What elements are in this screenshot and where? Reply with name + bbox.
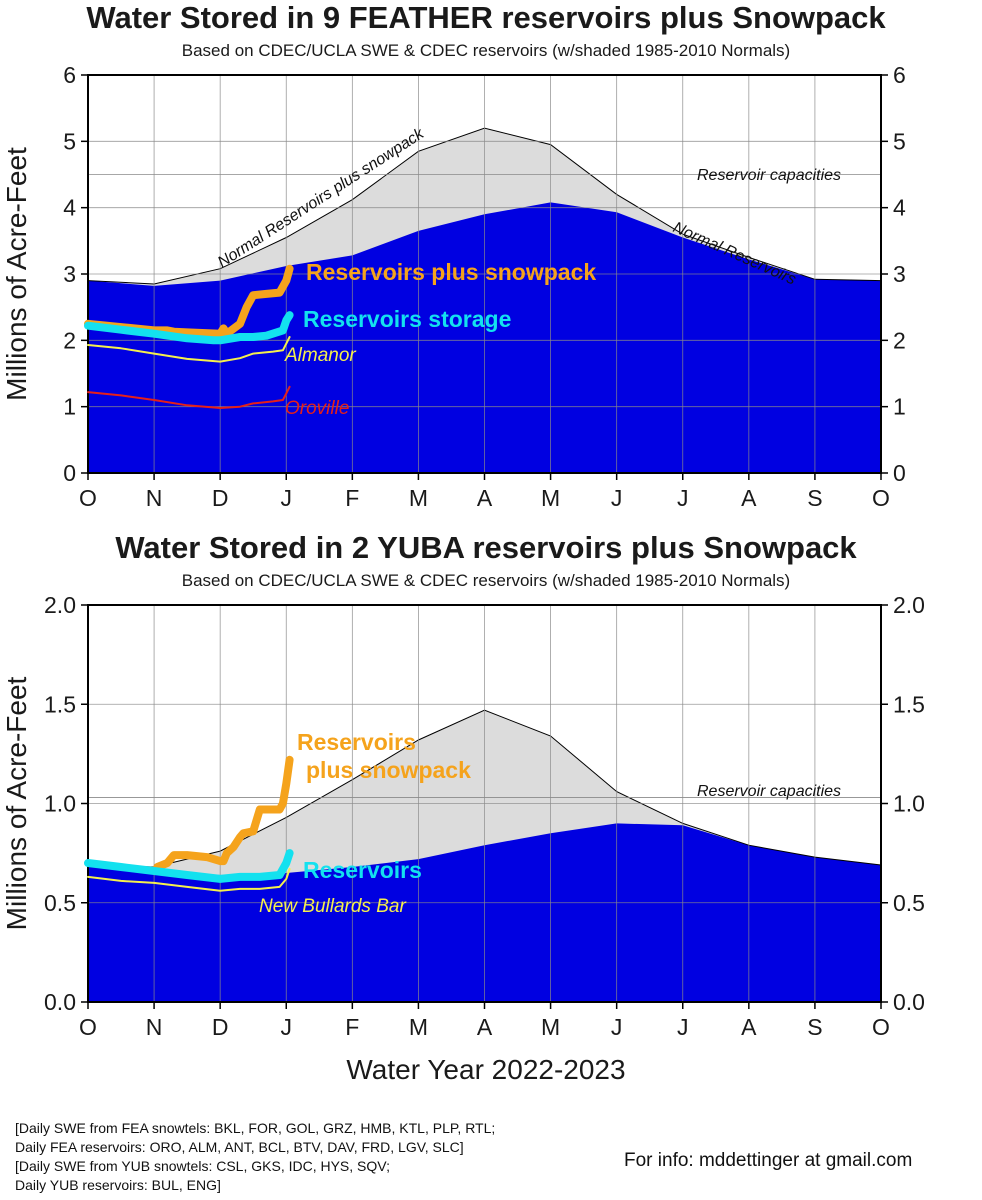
y-tick-label-right: 0.0 — [893, 989, 925, 1015]
y-tick-label-left: 2.0 — [44, 592, 76, 618]
footer-line: Daily YUB reservoirs: BUL, ENG] — [15, 1177, 221, 1193]
y-tick-label-left: 4 — [63, 195, 76, 221]
x-tick-label: O — [872, 485, 890, 511]
series-label: New Bullards Bar — [259, 896, 406, 917]
footer-line: Daily FEA reservoirs: ORO, ALM, ANT, BCL… — [15, 1139, 464, 1155]
annotation-capacity: Reservoir capacities — [697, 167, 841, 184]
x-tick-label: O — [79, 1014, 97, 1040]
y-tick-label-left: 0 — [63, 460, 76, 486]
y-axis-label: Millions of Acre-Feet — [1, 147, 32, 401]
y-tick-label-left: 1.0 — [44, 791, 76, 817]
y-tick-label-right: 3 — [893, 261, 906, 287]
x-tick-label: M — [409, 485, 428, 511]
y-tick-label-right: 6 — [893, 62, 906, 88]
y-tick-label-left: 0.0 — [44, 989, 76, 1015]
series-line-reservoirs — [84, 849, 294, 883]
x-tick-label: N — [146, 1014, 163, 1040]
x-tick-label: N — [146, 485, 163, 511]
chart1-subtitle: Based on CDEC/UCLA SWE & CDEC reservoirs… — [182, 41, 790, 60]
x-tick-label: M — [541, 485, 560, 511]
series-label: Almanor — [284, 345, 356, 366]
y-tick-label-right: 0.5 — [893, 890, 925, 916]
y-tick-label-right: 2.0 — [893, 592, 925, 618]
x-tick-label: D — [212, 485, 229, 511]
y-tick-label-left: 2 — [63, 327, 76, 353]
x-tick-label: J — [611, 485, 623, 511]
x-tick-label: J — [281, 485, 293, 511]
chart1-title: Water Stored in 9 FEATHER reservoirs plu… — [86, 0, 886, 35]
x-tick-label: A — [477, 1014, 493, 1040]
x-tick-label: J — [677, 1014, 689, 1040]
series-label: Reservoirs plus snowpack — [297, 729, 471, 783]
y-tick-label-right: 0 — [893, 460, 906, 486]
y-tick-label-right: 5 — [893, 128, 906, 154]
chart1-plot: 0 0 1 1 2 2 3 3 4 4 5 5 6 6 O N D J F M A M J J A S O Millions of A… — [1, 62, 906, 511]
series-line-reservoirs-plus-snowpack — [153, 755, 294, 871]
y-axis-label: Millions of Acre-Feet — [1, 676, 32, 930]
series-label: Oroville — [285, 398, 349, 419]
y-tick-label-left: 1 — [63, 394, 76, 420]
x-tick-label: A — [477, 485, 493, 511]
footer-line: [Daily SWE from FEA snowtels: BKL, FOR, … — [15, 1120, 496, 1136]
contact-info: For info: mddettinger at gmail.com — [624, 1150, 913, 1171]
series-label: Reservoirs — [303, 857, 422, 883]
series-line-almanor — [87, 336, 291, 363]
x-tick-label: J — [281, 1014, 293, 1040]
x-tick-label: M — [409, 1014, 428, 1040]
data-sources-note: [Daily SWE from FEA snowtels: BKL, FOR, … — [15, 1119, 495, 1195]
x-tick-label: A — [741, 1014, 757, 1040]
series-line-oroville — [87, 385, 291, 409]
series-line-reservoirs-storage — [84, 311, 294, 345]
series-label: Reservoirs plus snowpack — [306, 259, 596, 285]
x-tick-label: S — [807, 1014, 822, 1040]
x-tick-label: O — [79, 485, 97, 511]
annotation-capacity: Reservoir capacities — [697, 783, 841, 800]
chart2-subtitle: Based on CDEC/UCLA SWE & CDEC reservoirs… — [182, 571, 790, 590]
x-tick-label: A — [741, 485, 757, 511]
x-tick-label: M — [541, 1014, 560, 1040]
x-tick-label: F — [345, 485, 359, 511]
y-tick-label-left: 3 — [63, 261, 76, 287]
y-tick-label-right: 4 — [893, 195, 906, 221]
series-label: Reservoirs storage — [303, 306, 511, 332]
chart2-plot: 0.0 0.0 0.5 0.5 1.0 1.0 1.5 1.5 2.0 2.0 O N D J F M A M J J… — [1, 592, 925, 1040]
chart2-title: Water Stored in 2 YUBA reservoirs plus S… — [115, 530, 857, 565]
x-tick-label: J — [677, 485, 689, 511]
y-tick-label-right: 2 — [893, 327, 906, 353]
series-line-new-bullards-bar — [87, 868, 291, 892]
x-tick-label: O — [872, 1014, 890, 1040]
y-tick-label-left: 5 — [63, 128, 76, 154]
x-tick-label: D — [212, 1014, 229, 1040]
y-tick-label-left: 1.5 — [44, 691, 76, 717]
footer-line: [Daily SWE from YUB snowtels: CSL, GKS, … — [15, 1158, 390, 1174]
x-axis-label: Water Year 2022-2023 — [346, 1054, 625, 1085]
y-tick-label-right: 1.0 — [893, 791, 925, 817]
x-tick-label: J — [611, 1014, 623, 1040]
x-tick-label: S — [807, 485, 822, 511]
y-tick-label-left: 6 — [63, 62, 76, 88]
y-tick-label-left: 0.5 — [44, 890, 76, 916]
y-tick-label-right: 1.5 — [893, 691, 925, 717]
y-tick-label-right: 1 — [893, 394, 906, 420]
series-line-reservoirs-plus-snowpack — [84, 264, 294, 338]
x-tick-label: F — [345, 1014, 359, 1040]
